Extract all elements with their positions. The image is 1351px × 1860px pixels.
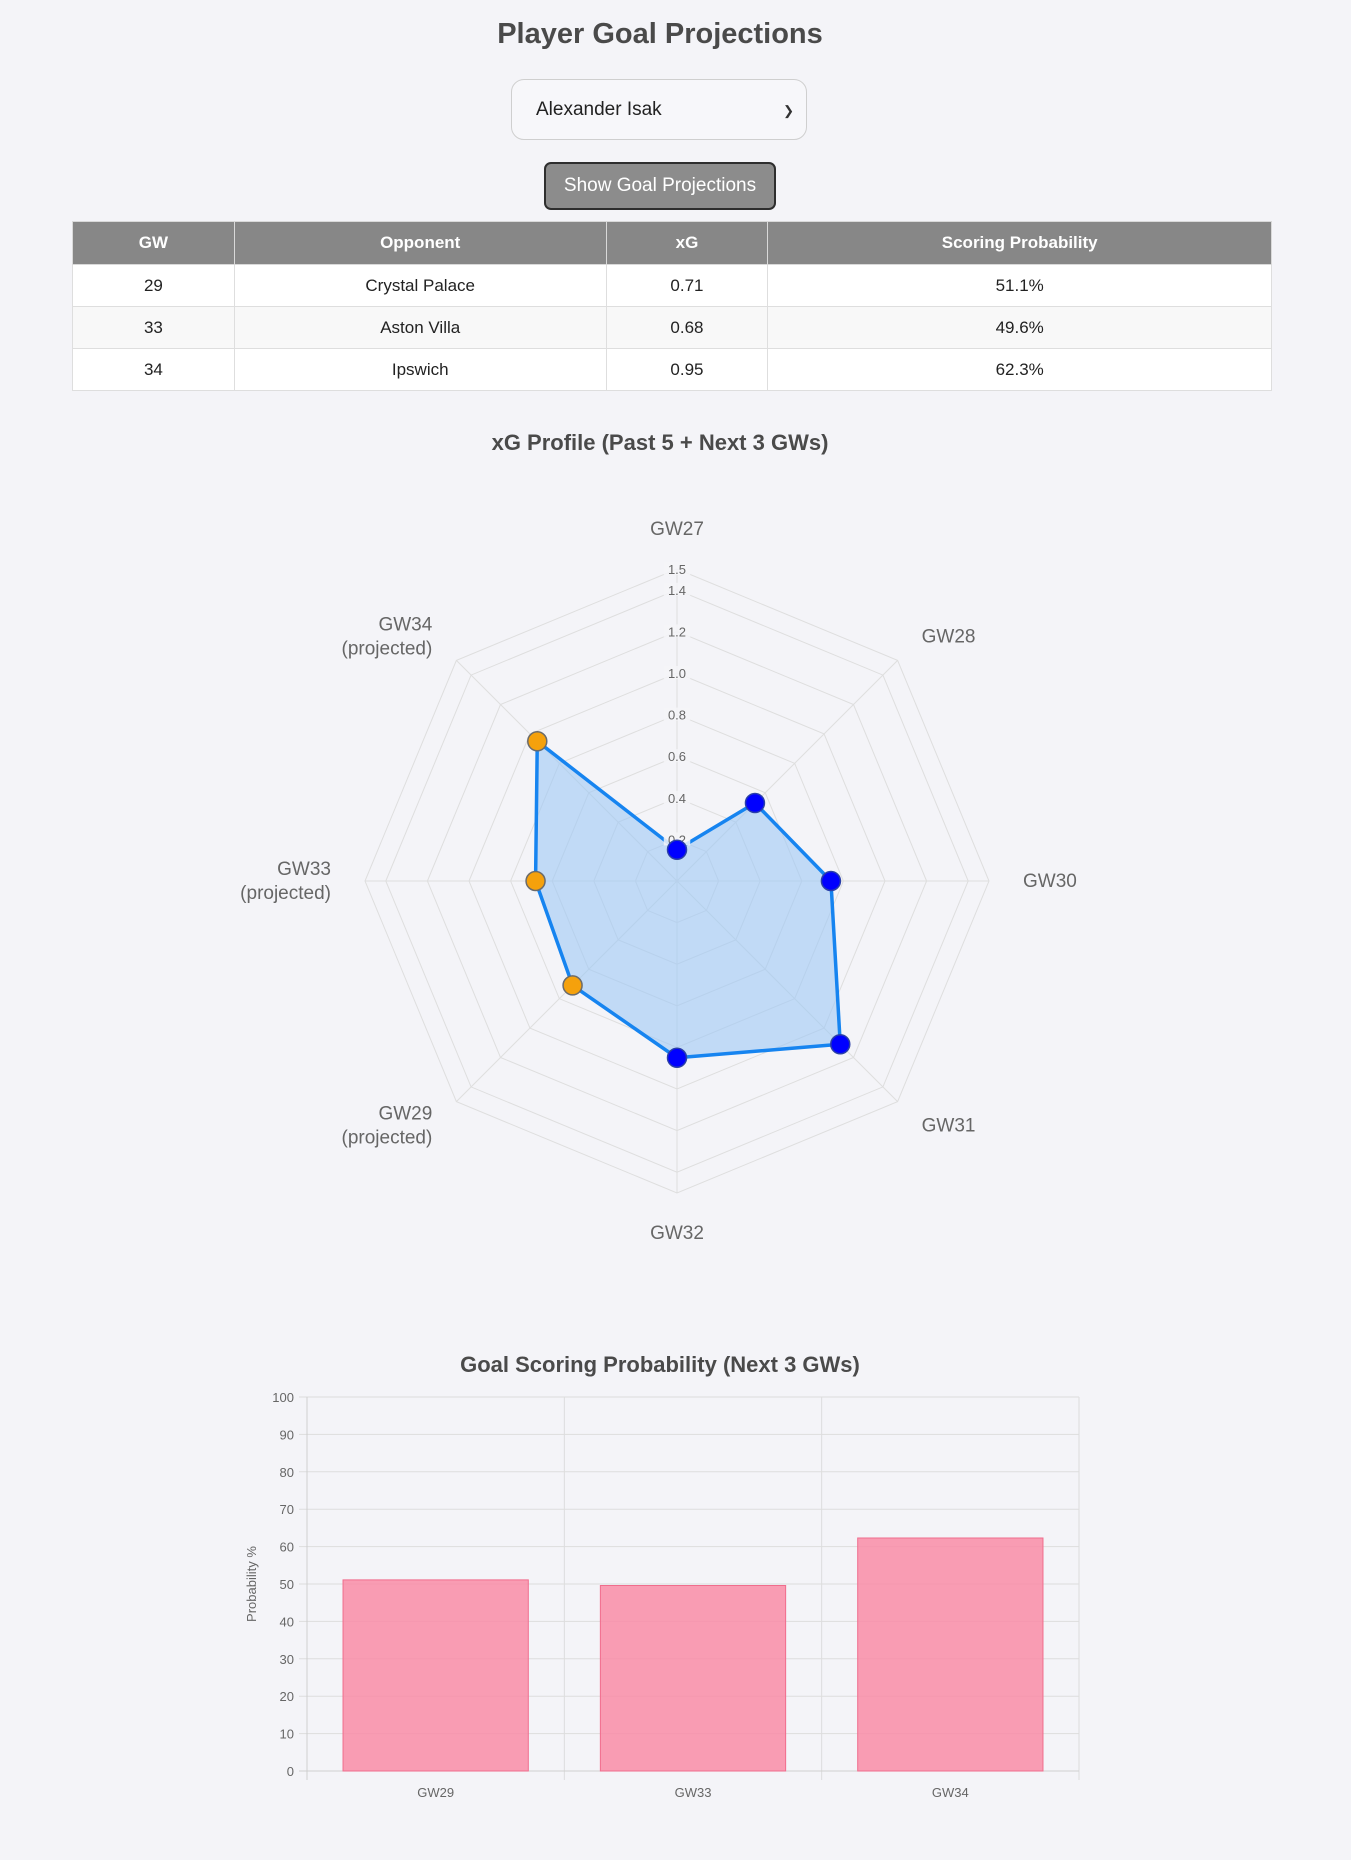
bar-y-tick-label: 100: [272, 1390, 294, 1405]
show-goal-projections-button[interactable]: Show Goal Projections: [544, 162, 776, 210]
header-gw: GW: [72, 221, 235, 265]
cell-opponent: Aston Villa: [233, 306, 607, 349]
cell-xg: 0.68: [605, 306, 769, 349]
radar-point: [666, 839, 688, 861]
bar-y-tick-label: 0: [287, 1764, 294, 1779]
page-title: Player Goal Projections: [497, 18, 823, 50]
radar-chart: 0.20.40.60.81.01.21.41.5GW27GW28GW30GW31…: [240, 519, 1077, 1244]
bar-y-axis-label: Probability %: [244, 1546, 259, 1622]
table-header-row: GW Opponent xG Scoring Probability: [72, 221, 1272, 265]
radar-category-label: GW31: [922, 1116, 976, 1137]
table-row: 33 Aston Villa 0.68 49.6%: [72, 306, 1272, 349]
table-row: 34 Ipswich 0.95 62.3%: [72, 348, 1272, 391]
radar-point: [525, 870, 546, 892]
header-scoring-probability: Scoring Probability: [767, 221, 1272, 265]
radar-tick-bg: [663, 624, 691, 638]
radar-tick-bg: [663, 749, 691, 763]
bar-y-tick-label: 20: [280, 1689, 294, 1704]
radar-tick-bg: [663, 707, 691, 721]
radar-category-label: GW32: [650, 1223, 704, 1244]
radar-tick-bg: [663, 562, 691, 575]
cell-xg: 0.71: [605, 264, 769, 307]
table-row: 29 Crystal Palace 0.71 51.1%: [72, 264, 1272, 307]
cell-opponent: Ipswich: [233, 348, 607, 391]
radar-tick-label: 0.8: [668, 708, 686, 723]
cell-gw: 34: [72, 348, 235, 391]
cell-probability: 51.1%: [767, 264, 1272, 307]
bar-y-tick-label: 40: [280, 1614, 294, 1629]
radar-point: [830, 1034, 851, 1055]
bar-y-tick-label: 80: [280, 1465, 294, 1480]
bar-y-tick-label: 60: [280, 1540, 294, 1555]
cell-gw: 29: [72, 264, 235, 307]
bar-y-tick-label: 70: [280, 1502, 294, 1517]
radar-tick-bg: [663, 666, 691, 679]
bar: [342, 1579, 529, 1772]
bar-y-tick-label: 30: [280, 1652, 294, 1667]
radar-tick-label: 1.4: [668, 583, 686, 598]
cell-probability: 62.3%: [767, 348, 1272, 391]
projections-table: GW Opponent xG Scoring Probability 29 Cr…: [72, 221, 1272, 391]
bar-y-tick-label: 90: [280, 1427, 294, 1442]
bar-x-tick-label: GW33: [675, 1785, 712, 1800]
radar-tick-bg: [663, 790, 691, 804]
radar-category-label: GW29 (projected): [342, 1104, 433, 1149]
bar-x-tick-label: GW34: [932, 1785, 969, 1800]
radar-point: [562, 975, 583, 996]
chevron-down-icon: ❯: [783, 102, 794, 118]
radar-category-label: GW28: [922, 626, 976, 647]
radar-chart-title: xG Profile (Past 5 + Next 3 GWs): [491, 430, 829, 455]
radar-category-label: GW34 (projected): [342, 614, 433, 659]
player-select-value: Alexander Isak: [536, 98, 662, 120]
radar-tick-bg: [663, 582, 691, 596]
radar-tick-label: 1.2: [668, 624, 686, 639]
bar: [599, 1584, 787, 1772]
bar-y-tick-label: 10: [280, 1727, 294, 1742]
radar-point: [527, 731, 548, 752]
cell-gw: 33: [72, 306, 235, 349]
radar-tick-label: 0.6: [668, 749, 686, 764]
player-select[interactable]: Alexander Isak ❯: [511, 79, 807, 140]
header-opponent: Opponent: [233, 221, 607, 265]
bar: [857, 1537, 1044, 1772]
radar-tick-label: 1.0: [668, 666, 686, 681]
radar-point: [744, 792, 766, 814]
radar-tick-label: 0.4: [668, 791, 686, 806]
radar-category-label: GW27: [650, 519, 704, 540]
cell-xg: 0.95: [605, 348, 769, 391]
radar-category-label: GW33 (projected): [240, 859, 331, 904]
bar-y-tick-label: 50: [280, 1577, 294, 1592]
radar-point: [666, 1047, 688, 1069]
bar-chart-title: Goal Scoring Probability (Next 3 GWs): [460, 1352, 860, 1377]
header-xg: xG: [605, 221, 769, 265]
radar-tick-label: 1.5: [668, 562, 686, 577]
radar-category-label: GW30: [1023, 871, 1077, 892]
cell-probability: 49.6%: [767, 306, 1272, 349]
radar-point: [820, 870, 842, 892]
bar-x-tick-label: GW29: [417, 1785, 454, 1800]
